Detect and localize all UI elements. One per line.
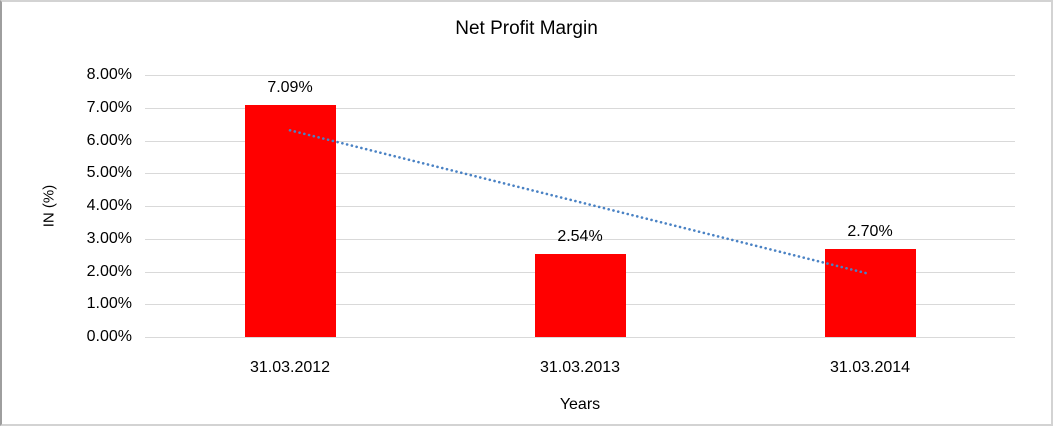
- bar-value-label: 2.70%: [847, 222, 893, 240]
- y-tick-label: 6.00%: [86, 132, 132, 149]
- bar-31.03.2014: [824, 248, 916, 337]
- y-tick-label: 3.00%: [86, 230, 132, 247]
- y-tick-label: 4.00%: [86, 197, 132, 214]
- x-category-label: 31.03.2014: [829, 359, 911, 376]
- y-tick-label: 5.00%: [86, 164, 132, 181]
- gridline: [145, 108, 1015, 109]
- x-axis-title: Years: [559, 396, 601, 413]
- bar-value-label: 2.54%: [557, 227, 603, 245]
- y-tick-label: 0.00%: [86, 328, 132, 345]
- bar-value-label: 7.09%: [267, 78, 313, 96]
- x-category-label: 31.03.2013: [539, 359, 621, 376]
- gridline: [145, 75, 1015, 76]
- trendline-segment: [288, 129, 872, 276]
- bar-31.03.2012: [244, 104, 336, 337]
- y-tick-label: 1.00%: [86, 295, 132, 312]
- y-tick-label: 8.00%: [86, 66, 132, 83]
- y-tick-label: 2.00%: [86, 263, 132, 280]
- chart-title: Net Profit Margin: [455, 18, 598, 39]
- x-category-label: 31.03.2012: [249, 359, 331, 376]
- gridline: [145, 337, 1015, 338]
- bar-31.03.2013: [534, 253, 626, 337]
- y-tick-label: 7.00%: [86, 99, 132, 116]
